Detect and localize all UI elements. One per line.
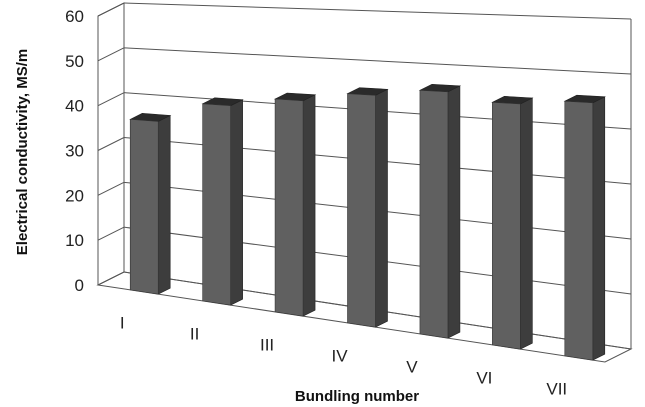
side-gridline [97, 92, 125, 107]
bar [201, 97, 244, 306]
bar-front [419, 89, 449, 339]
y-tick-label: 60 [65, 7, 84, 26]
bar-front [564, 100, 594, 361]
side-gridline [97, 47, 125, 62]
side-gridline [97, 181, 125, 196]
bar-front [274, 98, 304, 317]
x-tick-label: V [406, 358, 418, 377]
x-tick-label: VII [546, 380, 567, 399]
x-tick-label: I [120, 314, 125, 333]
y-tick-label: 50 [65, 52, 84, 71]
bar [563, 94, 606, 361]
bar [129, 113, 172, 295]
y-axis-ticks: 0 10 20 30 40 50 60 [65, 7, 84, 295]
x-tick-label: II [190, 325, 199, 344]
bar [346, 87, 389, 328]
bar-front [492, 101, 521, 350]
bar-front [129, 119, 159, 295]
bar [273, 92, 317, 317]
bar-side [375, 88, 388, 328]
y-tick-label: 20 [65, 186, 84, 205]
gridline [123, 47, 632, 75]
y-tick-label: 0 [75, 276, 84, 295]
y-tick-label: 30 [65, 142, 84, 161]
side-gridline [97, 226, 125, 241]
left-wall [97, 2, 125, 285]
bar [491, 95, 534, 350]
bar-front [347, 93, 376, 328]
x-tick-label: VI [476, 369, 492, 388]
y-tick-label: 40 [65, 97, 84, 116]
bar [418, 83, 462, 339]
y-axis-title: Electrical conductivity, MS/m [14, 49, 31, 255]
bar-side [592, 96, 606, 361]
side-gridline [97, 137, 125, 151]
bar-side [302, 94, 316, 317]
bar-side [230, 99, 243, 306]
gridline [123, 2, 632, 20]
x-tick-label: III [260, 336, 274, 355]
x-tick-label: IV [331, 347, 348, 366]
bar-front [202, 103, 231, 306]
bar-side [447, 85, 461, 339]
bar-side [520, 97, 533, 350]
y-tick-label: 10 [65, 231, 84, 250]
bar-side [157, 115, 171, 295]
x-axis-title: Bundling number [295, 388, 419, 405]
chart-bars [129, 83, 606, 361]
